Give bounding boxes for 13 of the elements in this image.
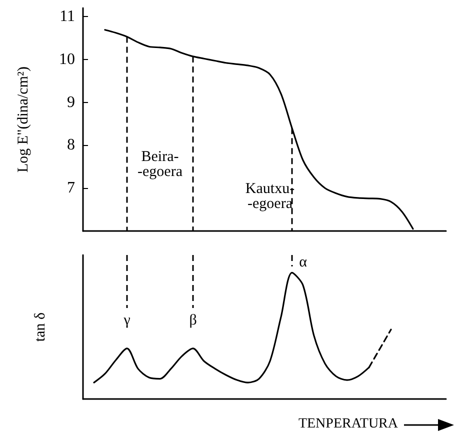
annotation: Kautxu- -egoera	[245, 181, 295, 212]
annotation: γ	[122, 312, 131, 329]
y-tick-label: 9	[67, 94, 75, 111]
annotation: β	[189, 312, 197, 329]
y-axis-title: tan δ	[32, 312, 48, 342]
y-tick-label: 8	[67, 136, 75, 154]
y-tick-label: 11	[60, 8, 75, 26]
y-tick-label: 7	[67, 180, 75, 197]
y-tick-label: 10	[59, 50, 75, 68]
x-axis-title: TENPERATURA	[298, 416, 399, 432]
annotation: Beira- -egoera	[138, 149, 183, 180]
text: α	[299, 254, 308, 271]
y-axis-title: Log E"(dina/cm²)	[16, 66, 32, 173]
